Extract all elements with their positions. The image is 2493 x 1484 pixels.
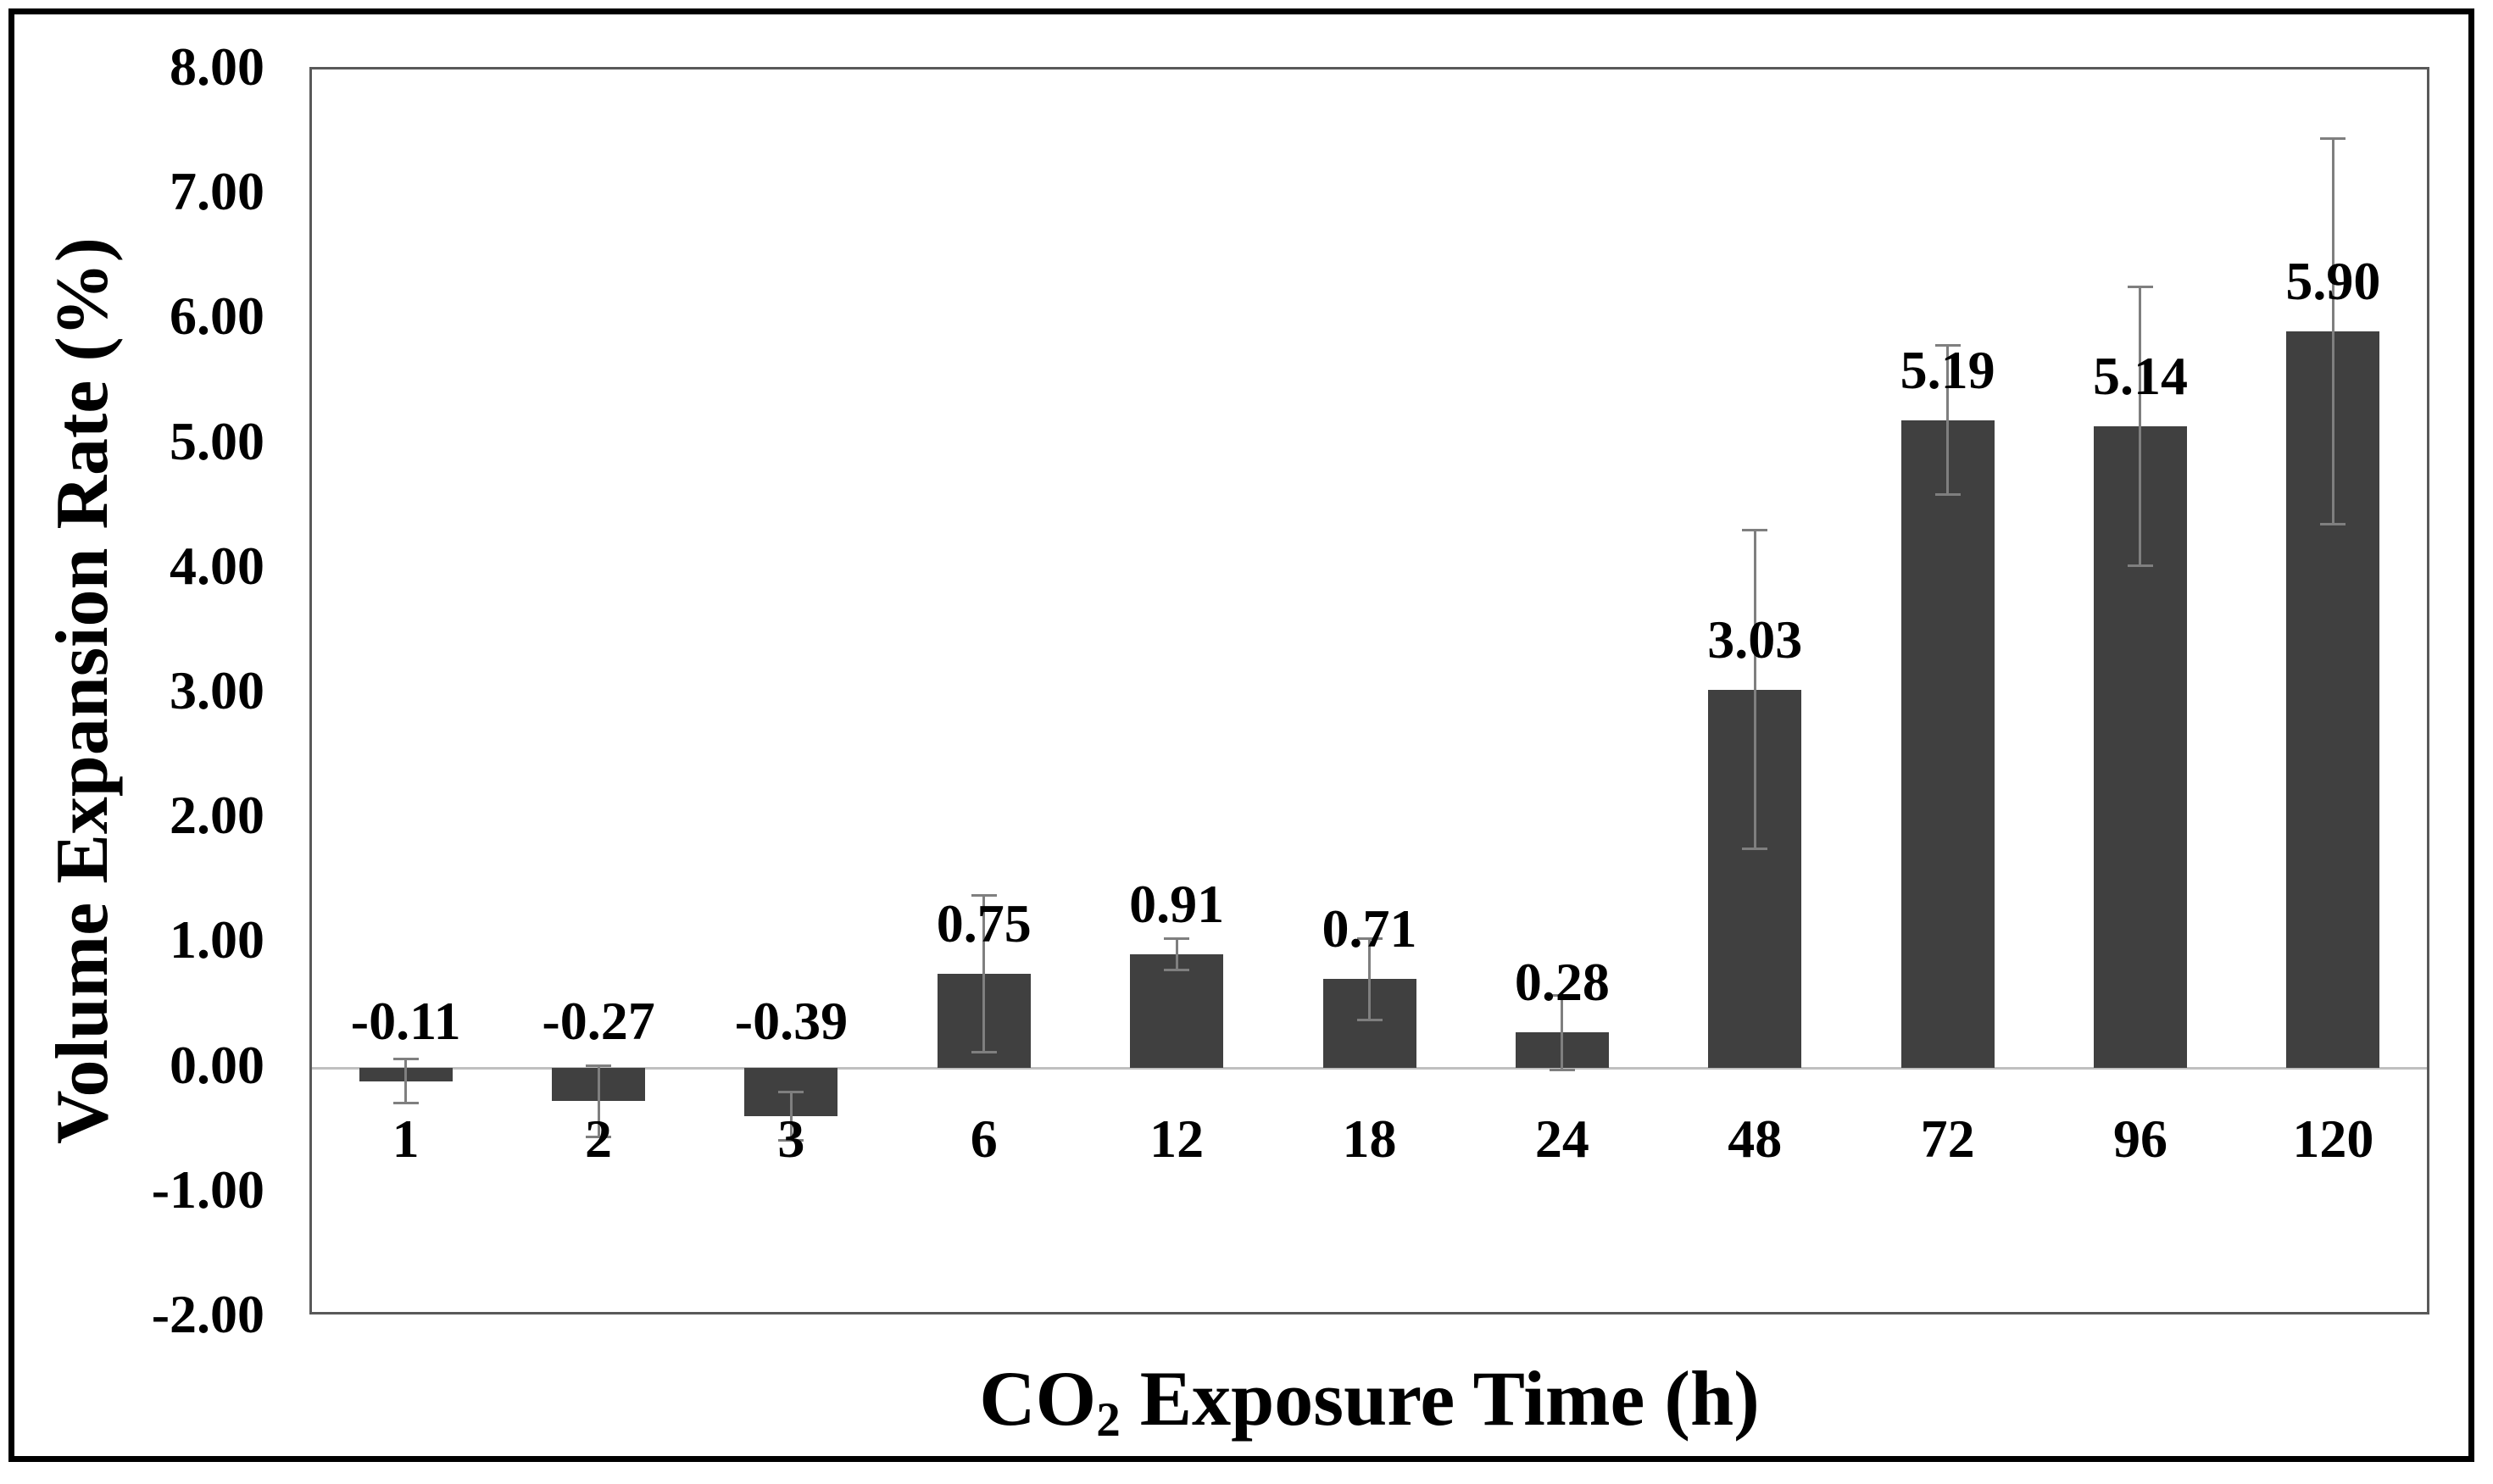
x-axis-title-pre: CO <box>979 1355 1097 1442</box>
x-tick-label: 3 <box>777 1108 805 1169</box>
x-tick-label: 72 <box>1920 1108 1975 1169</box>
plot-area <box>309 67 2429 1314</box>
x-axis-title-subscript: 2 <box>1096 1392 1121 1447</box>
error-bar-bottom-cap <box>2320 523 2346 526</box>
y-tick-label: 0.00 <box>170 1034 264 1095</box>
error-bar <box>1175 937 1178 970</box>
x-axis-title: CO2 Exposure Time (h) <box>309 1352 2429 1456</box>
error-bar-bottom-cap <box>1356 1018 1383 1021</box>
error-bar-bottom-cap <box>971 1050 997 1053</box>
error-bar-top-cap <box>2320 136 2346 140</box>
y-tick-label: 8.00 <box>170 36 264 97</box>
error-bar-bottom-cap <box>586 1136 612 1139</box>
y-tick-label: -1.00 <box>151 1159 264 1220</box>
bar-value-label: -0.39 <box>734 990 849 1051</box>
error-bar <box>982 895 986 1053</box>
y-tick-label: 4.00 <box>170 535 264 596</box>
bar-value-label: 5.14 <box>2092 345 2188 406</box>
error-bar-top-cap <box>586 1064 612 1067</box>
error-bar <box>1753 530 1756 849</box>
error-bar-bottom-cap <box>1934 492 1961 496</box>
y-tick-label: 2.00 <box>170 785 264 846</box>
error-bar-top-cap <box>1356 937 1383 940</box>
x-tick-label: 12 <box>1149 1108 1205 1169</box>
error-bar-bottom-cap <box>392 1102 419 1105</box>
y-tick-label: 5.00 <box>170 410 264 471</box>
x-axis-title-post: Exposure Time (h) <box>1120 1355 1760 1442</box>
x-tick-label: 6 <box>970 1108 998 1169</box>
bar-value-label: 5.19 <box>1900 339 1995 400</box>
error-bar-bottom-cap <box>1742 848 1768 850</box>
error-bar-top-cap <box>1549 994 1575 998</box>
error-bar <box>1561 995 1564 1070</box>
x-tick-label: 2 <box>585 1108 613 1169</box>
error-bar-top-cap <box>1742 529 1768 532</box>
bar-value-label: -0.11 <box>350 990 461 1051</box>
chart-border <box>8 8 2474 1462</box>
x-tick-label: 18 <box>1342 1108 1397 1169</box>
error-bar <box>2331 137 2334 525</box>
y-tick-label: 6.00 <box>170 286 264 347</box>
bar-value-label: 0.71 <box>1322 898 1417 959</box>
zero-gridline <box>312 1066 2427 1070</box>
error-bar-top-cap <box>1164 937 1190 940</box>
error-bar-bottom-cap <box>1549 1068 1575 1071</box>
x-tick-label: 120 <box>2292 1108 2374 1169</box>
bar <box>1900 420 1995 1068</box>
error-bar <box>597 1064 600 1138</box>
y-tick-label: 3.00 <box>170 660 264 720</box>
y-tick-label: 1.00 <box>170 909 264 970</box>
y-tick-label: 7.00 <box>170 161 264 222</box>
error-bar <box>2139 286 2142 566</box>
error-bar-top-cap <box>1934 344 1961 347</box>
bar-value-label: 5.90 <box>2285 251 2381 312</box>
bar-value-label: 0.91 <box>1129 873 1225 934</box>
bar-value-label: 0.28 <box>1514 952 1610 1013</box>
error-bar <box>404 1059 408 1104</box>
x-tick-label: 48 <box>1728 1108 1783 1169</box>
error-bar-bottom-cap <box>1164 968 1190 971</box>
bar-value-label: 3.03 <box>1707 609 1803 670</box>
x-tick-label: 1 <box>392 1108 420 1169</box>
error-bar-top-cap <box>2127 286 2153 289</box>
error-bar-top-cap <box>392 1058 419 1061</box>
error-bar <box>1368 937 1371 1020</box>
error-bar-top-cap <box>971 894 997 898</box>
y-tick-label: -2.00 <box>151 1284 264 1344</box>
x-tick-label: 24 <box>1534 1108 1589 1169</box>
error-bar-top-cap <box>778 1090 804 1093</box>
error-bar <box>789 1091 793 1142</box>
error-bar-bottom-cap <box>778 1139 804 1142</box>
bar-value-label: 0.75 <box>936 893 1032 954</box>
error-bar-bottom-cap <box>2127 564 2153 567</box>
x-tick-label: 96 <box>2112 1108 2167 1169</box>
bar <box>1130 953 1224 1068</box>
error-bar <box>1946 345 1950 495</box>
bar-value-label: -0.27 <box>542 990 655 1051</box>
